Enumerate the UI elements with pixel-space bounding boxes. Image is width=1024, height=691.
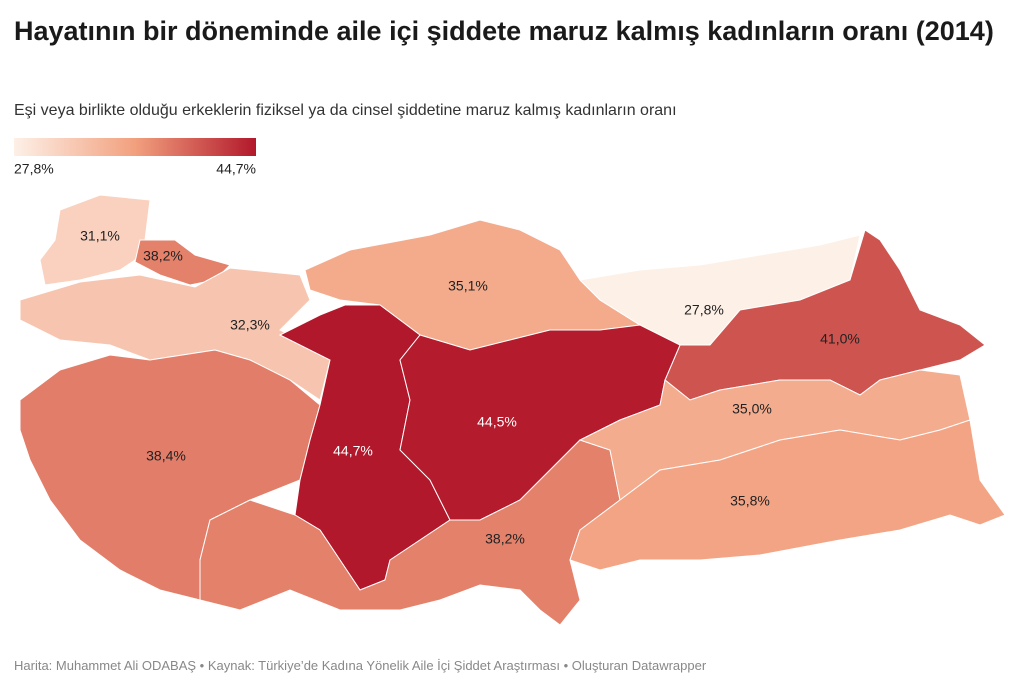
color-legend: [14, 138, 256, 156]
region-value-label: 38,4%: [146, 448, 186, 464]
region-value-label: 41,0%: [820, 331, 860, 347]
chart-title: Hayatının bir döneminde aile içi şiddete…: [14, 16, 994, 46]
region: [39, 194, 151, 286]
region-value-label: 35,8%: [730, 493, 770, 509]
region-value-label: 38,2%: [143, 248, 183, 264]
legend-label: 44,7%: [216, 161, 256, 177]
region: [569, 419, 1006, 571]
legend-label: 27,8%: [14, 161, 54, 177]
region-value-label: 44,7%: [333, 443, 373, 459]
region-value-label: 35,0%: [732, 401, 772, 417]
region-value-label: 32,3%: [230, 317, 270, 333]
chart-subtitle: Eşi veya birlikte olduğu erkeklerin fizi…: [14, 102, 677, 119]
region-value-label: 38,2%: [485, 531, 525, 547]
map: 27,8% 44,7% 31,1% 38,2% 32,3% 35,1% 27,8% 41,0%…: [14, 138, 1006, 626]
region-value-label: 31,1%: [80, 228, 120, 244]
region-value-label: 44,5%: [477, 414, 517, 430]
region-value-label: 35,1%: [448, 278, 488, 294]
region-value-label: 27,8%: [684, 302, 724, 318]
source-note: Harita: Muhammet Ali ODABAŞ • Kaynak: Tü…: [14, 658, 707, 673]
